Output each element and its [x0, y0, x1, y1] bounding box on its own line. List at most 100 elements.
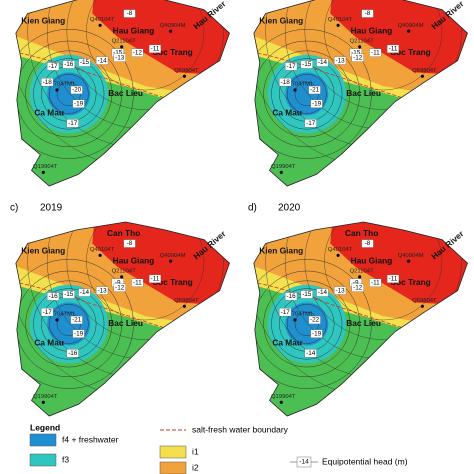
boundary	[253, 280, 468, 350]
head-box	[310, 329, 323, 338]
place-label: Hau Giang	[113, 25, 155, 35]
head-box	[296, 456, 312, 468]
head-label: -13	[115, 54, 125, 61]
head-label: -11	[389, 276, 398, 283]
head-label: -19	[312, 330, 322, 337]
well	[98, 23, 102, 27]
well	[55, 318, 59, 322]
map-panel: Kien Giang Hau Giang Soc Trang Bac Lieu Ca M…	[253, 0, 468, 187]
place-label: Can Tho	[107, 228, 140, 238]
well-label: Q19904T	[33, 394, 58, 400]
legend-label: f3	[62, 454, 69, 464]
contour	[15, 270, 122, 378]
legend-label: i1	[192, 446, 199, 456]
place-label: Can Tho	[345, 228, 378, 238]
head-label: -15	[64, 291, 74, 298]
head-box	[72, 329, 85, 338]
head-box	[285, 292, 298, 301]
well	[293, 88, 297, 92]
head-box	[62, 290, 75, 299]
panel-year: 2020	[278, 203, 301, 214]
head-label: -15	[113, 49, 123, 56]
head-label: -12	[353, 284, 363, 291]
contour	[48, 304, 89, 344]
contour	[271, 288, 343, 360]
contour	[286, 304, 327, 344]
well	[182, 74, 186, 78]
place-label: Bac Lieu	[108, 318, 143, 328]
head-label: -16	[68, 350, 78, 357]
well	[358, 275, 362, 279]
well	[358, 45, 362, 49]
well	[120, 275, 124, 279]
well-label: Q59804T	[412, 298, 437, 304]
head-label: -9	[353, 279, 359, 286]
place-label: Kien Giang	[259, 16, 303, 26]
well	[336, 23, 340, 27]
well	[279, 400, 283, 404]
well	[336, 253, 340, 257]
well	[98, 253, 102, 257]
head-box	[308, 315, 321, 325]
head-label: -16	[286, 293, 296, 300]
head-label: -18	[43, 79, 53, 86]
place-label: Hau Giang	[113, 255, 155, 265]
head-label: -19	[74, 330, 84, 337]
well-label: Q19904T	[271, 394, 296, 400]
head-box	[279, 78, 292, 87]
head-label: -11	[151, 46, 160, 53]
contour	[66, 0, 224, 110]
head-box	[78, 288, 91, 297]
head-label: -15	[302, 291, 312, 298]
well	[41, 170, 45, 174]
contour	[15, 28, 134, 159]
head-box	[123, 9, 136, 18]
head-box	[47, 62, 60, 71]
well-label: Q40904M	[398, 253, 424, 259]
well	[293, 318, 297, 322]
head-box	[308, 85, 321, 95]
place-label: Soc Trang	[391, 277, 431, 287]
head-box	[96, 286, 109, 295]
head-label: -8	[127, 10, 133, 17]
head-label: -13	[335, 57, 345, 64]
head-label: -21	[72, 317, 82, 324]
head-box	[66, 119, 79, 128]
head-box	[78, 58, 91, 67]
legend-swatch	[159, 445, 187, 459]
head-label: -17	[306, 120, 316, 127]
head-label: -14	[306, 350, 316, 357]
head-box	[148, 274, 162, 283]
head-box	[334, 56, 347, 65]
head-label: -17	[68, 120, 78, 127]
head-label: -17	[43, 309, 53, 316]
contour	[15, 258, 134, 389]
contour	[33, 288, 105, 360]
head-label: -16	[48, 293, 58, 300]
place-label: Ca Mau	[272, 338, 302, 348]
head-label: -14	[318, 59, 328, 66]
head-box	[334, 286, 347, 295]
head-label: -16	[64, 61, 74, 68]
well-label: Q21104T	[112, 39, 136, 45]
head-box	[361, 9, 374, 18]
head-label: -21	[310, 87, 320, 94]
place-label: Kien Giang	[21, 246, 65, 256]
well-label: Q40904M	[160, 23, 186, 29]
head-box	[300, 290, 313, 299]
head-label: -13	[97, 287, 107, 294]
contour	[253, 270, 360, 378]
head-label: -8	[365, 10, 371, 17]
panel-label: c)	[10, 203, 18, 214]
head-label: -11	[389, 46, 398, 53]
place-label: Bac Lieu	[346, 88, 381, 98]
well-label: Q21104T	[350, 39, 374, 45]
head-label: -18	[281, 79, 291, 86]
head-label: -14	[318, 289, 328, 296]
well-label: Q40104T	[328, 17, 353, 23]
head-box	[386, 274, 400, 283]
head-label: -22	[310, 317, 320, 324]
legend-swatch	[159, 461, 187, 474]
panel-label: d)	[248, 203, 257, 214]
well	[420, 304, 424, 308]
